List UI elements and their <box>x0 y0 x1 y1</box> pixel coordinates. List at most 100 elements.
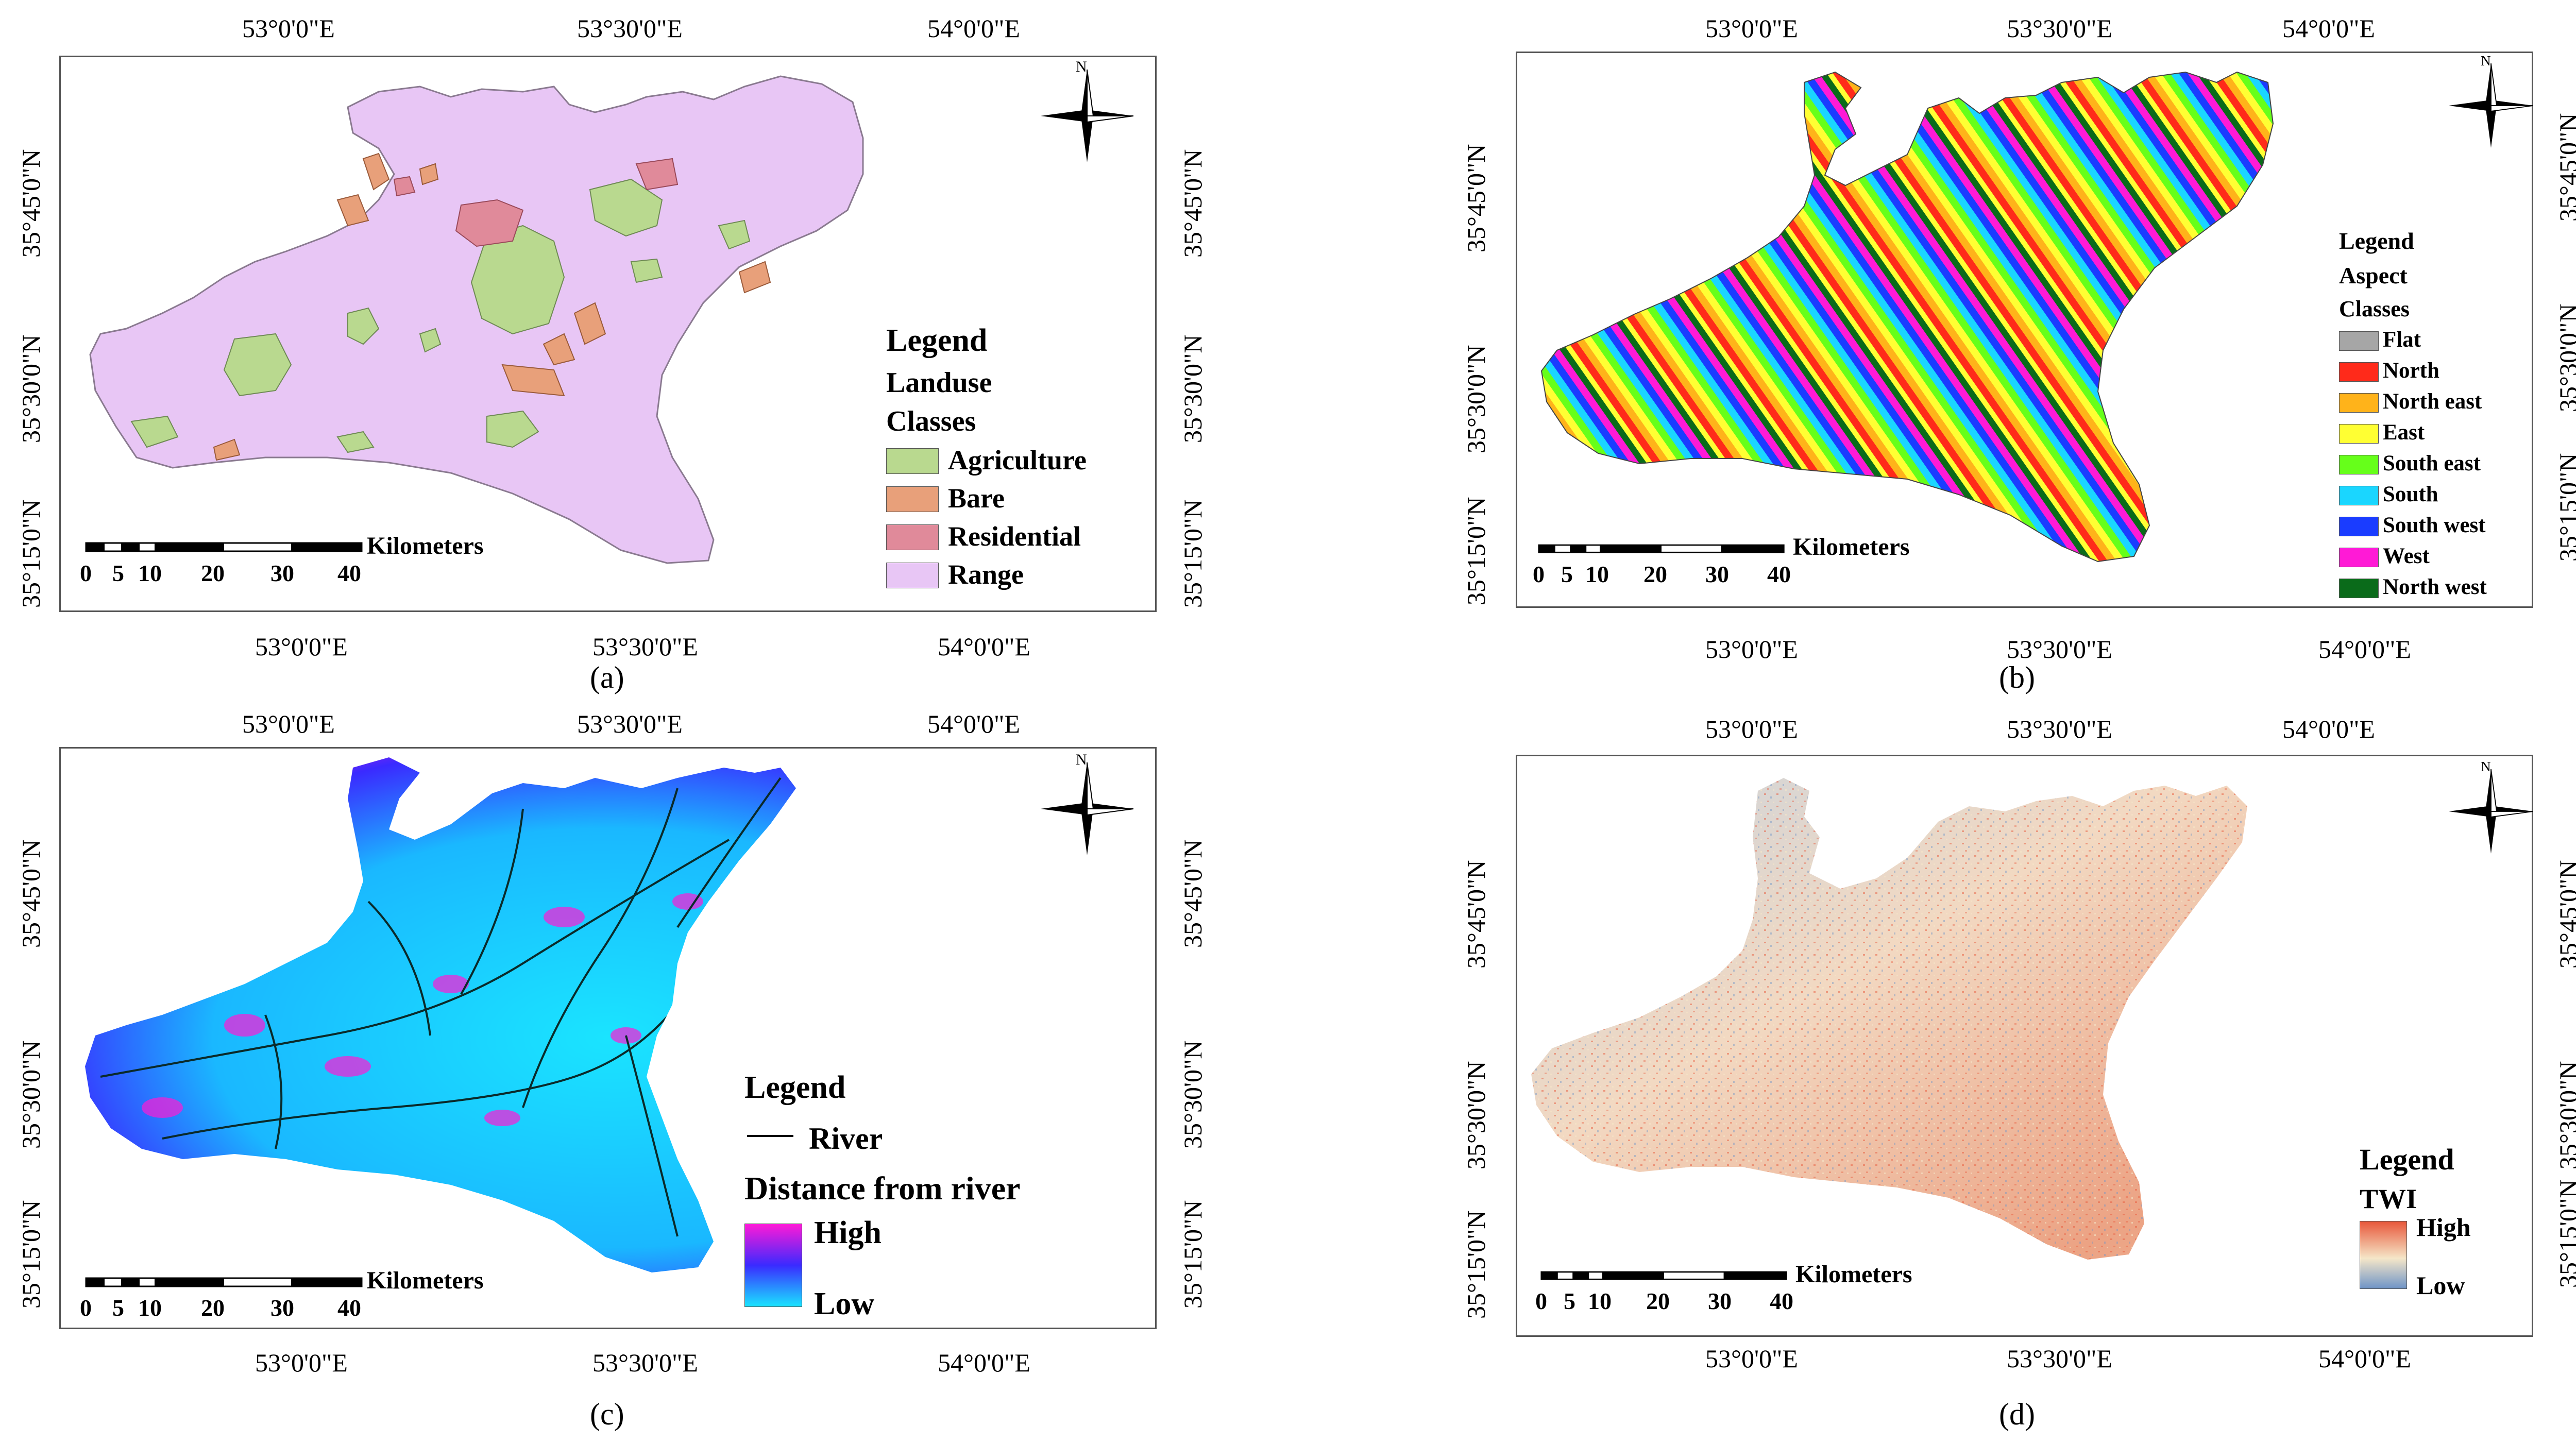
panel-b-top-lon-2: 53°30'0"E <box>2007 14 2112 43</box>
panel-b-legend-item-east: East <box>2383 420 2425 445</box>
panel-b-scale-bar <box>1538 544 1785 553</box>
panel-d-legend-title: Legend <box>2360 1143 2454 1176</box>
panel-a-bare-patch <box>336 194 369 227</box>
panel-c-distance-map <box>85 757 796 1272</box>
panel-b-legend-item-flat: Flat <box>2383 328 2421 352</box>
panel-b-legend-title: Legend <box>2339 228 2414 254</box>
panel-b-legend-swatch-south <box>2339 486 2379 505</box>
panel-a-scale-tick-5: 5 <box>112 560 124 586</box>
panel-a-bottom-lon-2: 53°30'0"E <box>592 632 698 661</box>
panel-d-bottom-lon-1: 53°0'0"E <box>1705 1344 1798 1373</box>
panel-c-scale-tick-40: 40 <box>337 1295 361 1321</box>
panel-d-legend-high: High <box>2416 1213 2471 1242</box>
panel-c-north-arrow-icon: N <box>1041 752 1134 855</box>
panel-c-bottom-lon-1: 53°0'0"E <box>255 1348 348 1377</box>
panel-a-right-lat-3: 35°15'0"N <box>1178 499 1207 608</box>
panel-a-caption: (a) <box>590 660 624 694</box>
panel-d-scale-tick-5: 5 <box>1564 1288 1575 1314</box>
panel-c-legend-title: Legend <box>744 1070 846 1105</box>
panel-b-scale-tick-10: 10 <box>1585 561 1609 587</box>
panel-a-agriculture-patch <box>419 328 442 353</box>
panel-c-scale-tick-5: 5 <box>112 1295 124 1321</box>
panel-b-legend-subtitle: Aspect <box>2339 262 2408 288</box>
panel-a-scale-tick-40: 40 <box>337 560 361 586</box>
panel-c-scale-bar <box>85 1277 363 1287</box>
panel-b-legend-swatch-north-east <box>2339 393 2379 413</box>
panel-d-top-lon-3: 54°0'0"E <box>2282 715 2375 743</box>
panel-a-bare-patch <box>213 438 241 461</box>
panel-a-legend-title: Legend <box>886 323 988 358</box>
panel-b-left-lat-3: 35°15'0"N <box>1462 497 1490 605</box>
panel-a-legend-swatch-agriculture <box>886 448 939 474</box>
panel-a-bare-patch <box>738 261 771 294</box>
panel-a-north-label: N <box>1076 59 1087 75</box>
panel-c-right-lat-1: 35°45'0"N <box>1178 839 1207 948</box>
panel-c-legend-ramp <box>744 1224 802 1307</box>
panel-a-agriculture-patch <box>223 333 292 397</box>
panel-a-range-region <box>89 75 864 564</box>
panel-b-legend-item-south-east: South east <box>2383 451 2481 476</box>
panel-a-left-lat-2: 35°30'0"N <box>16 334 45 443</box>
panel-a-top-lon-3: 54°0'0"E <box>927 14 1020 43</box>
panel-a-left-lat-1: 35°45'0"N <box>16 149 45 258</box>
panel-b-north-label: N <box>2481 54 2491 69</box>
panel-d-left-lat-2: 35°30'0"N <box>1462 1061 1490 1169</box>
panel-b-scale-tick-30: 30 <box>1705 561 1729 587</box>
panel-c-bottom-lon-3: 54°0'0"E <box>938 1348 1030 1377</box>
panel-a-legend-swatch-residential <box>886 524 939 550</box>
panel-d-left-lat-1: 35°45'0"N <box>1462 860 1490 969</box>
panel-a-legend-item-bare: Bare <box>948 483 1005 514</box>
panel-d-legend-low: Low <box>2416 1271 2465 1300</box>
panel-b-top-lon-1: 53°0'0"E <box>1705 14 1798 43</box>
panel-d-right-lat-2: 35°30'0"N <box>2554 1061 2576 1169</box>
panel-c-left-lat-3: 35°15'0"N <box>16 1200 45 1309</box>
panel-d-north-arrow-icon: N <box>2449 760 2533 854</box>
panel-a-scale-tick-10: 10 <box>138 560 162 586</box>
panel-a-top-lon-1: 53°0'0"E <box>242 14 335 43</box>
panel-c-legend-low: Low <box>814 1286 875 1321</box>
panel-d-scale-tick-20: 20 <box>1646 1288 1670 1314</box>
panel-a-legend-swatch-range <box>886 563 939 588</box>
panel-d-caption: (d) <box>1999 1397 2035 1431</box>
panel-a-right-lat-2: 35°30'0"N <box>1178 334 1207 443</box>
panel-d-bottom-lon-3: 54°0'0"E <box>2318 1344 2411 1373</box>
panel-d-right-lat-1: 35°45'0"N <box>2554 860 2576 969</box>
panel-b-legend-swatch-north <box>2339 362 2379 382</box>
panel-c-right-lat-3: 35°15'0"N <box>1178 1200 1207 1309</box>
panel-d-legend-ramp-title: TWI <box>2360 1183 2417 1214</box>
panel-c-scale-tick-20: 20 <box>201 1295 225 1321</box>
panel-a-residential-patch <box>455 199 524 247</box>
panel-a-scale-tick-20: 20 <box>201 560 225 586</box>
panel-a-agriculture-patch <box>130 415 179 448</box>
panel-c-bottom-lon-2: 53°30'0"E <box>592 1348 698 1377</box>
panel-c-legend-river-line <box>747 1135 793 1137</box>
panel-a-legend-swatch-bare <box>886 486 939 512</box>
panel-b-legend-item-north: North <box>2383 359 2439 383</box>
panel-b-legend-item-west: West <box>2383 544 2430 568</box>
panel-b-aspect-map <box>1540 71 2274 563</box>
panel-a-scale-tick-0: 0 <box>80 560 92 586</box>
panel-d-scale-tick-0: 0 <box>1535 1288 1547 1314</box>
panel-d-legend-ramp <box>2360 1221 2407 1289</box>
panel-b-left-lat-2: 35°30'0"N <box>1462 345 1490 453</box>
panel-a-landuse-map <box>89 75 864 564</box>
panel-d-scale-bar <box>1540 1271 1787 1280</box>
panel-c-right-lat-2: 35°30'0"N <box>1178 1040 1207 1149</box>
panel-b-bottom-lon-2: 53°30'0"E <box>2007 635 2112 664</box>
panel-a-top-lon-2: 53°30'0"E <box>577 14 683 43</box>
panel-b-top-lon-3: 54°0'0"E <box>2282 14 2375 43</box>
panel-d-right-lat-3: 35°15'0"N <box>2554 1179 2576 1288</box>
panel-a-legend-subtitle: Landuse <box>886 367 992 399</box>
panel-d-north-label: N <box>2481 760 2491 774</box>
panel-a-agriculture-patch <box>336 431 375 453</box>
panel-b-scale-unit: Kilometers <box>1793 533 1910 561</box>
panel-a-agriculture-patch <box>347 307 380 345</box>
panel-a-agriculture-patch <box>630 258 663 283</box>
panel-c-legend-ramp-title: Distance from river <box>744 1170 1021 1207</box>
panel-c-left-lat-1: 35°45'0"N <box>16 839 45 948</box>
panel-b-left-lat-1: 35°45'0"N <box>1462 144 1490 252</box>
panel-b-legend-swatch-east <box>2339 424 2379 444</box>
panel-a-agriculture-patch <box>486 410 539 448</box>
panel-c-legend-high: High <box>814 1215 882 1250</box>
panel-d-scale-tick-10: 10 <box>1588 1288 1612 1314</box>
